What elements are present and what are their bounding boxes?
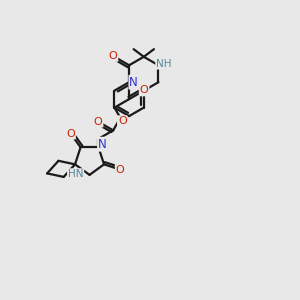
Text: O: O [118,116,127,126]
Text: O: O [116,165,124,175]
Text: NH: NH [156,59,172,69]
Text: HN: HN [68,169,83,179]
Text: O: O [109,51,117,61]
Text: O: O [94,117,103,127]
Text: O: O [66,129,75,139]
Text: N: N [98,138,107,151]
Text: O: O [140,85,148,95]
Text: N: N [129,76,138,89]
